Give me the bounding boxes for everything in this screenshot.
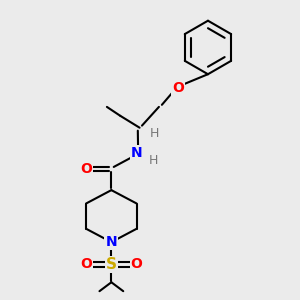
Text: N: N <box>106 235 117 249</box>
Text: N: N <box>131 146 142 160</box>
Text: O: O <box>131 257 142 272</box>
Text: H: H <box>150 127 159 140</box>
Text: H: H <box>148 154 158 167</box>
Text: O: O <box>80 162 92 176</box>
Text: O: O <box>172 81 184 94</box>
Text: O: O <box>80 257 92 272</box>
Text: S: S <box>106 257 117 272</box>
